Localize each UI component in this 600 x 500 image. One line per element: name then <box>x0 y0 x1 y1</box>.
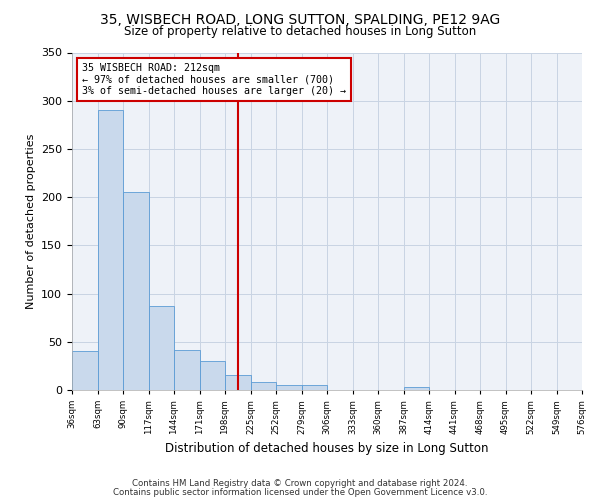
Bar <box>200 361 225 390</box>
Bar <box>97 110 123 390</box>
Bar <box>276 385 302 390</box>
Bar <box>123 192 149 390</box>
Bar <box>225 374 251 390</box>
Text: 35 WISBECH ROAD: 212sqm
← 97% of detached houses are smaller (700)
3% of semi-de: 35 WISBECH ROAD: 212sqm ← 97% of detache… <box>82 62 346 96</box>
Bar <box>404 387 429 390</box>
Text: 35, WISBECH ROAD, LONG SUTTON, SPALDING, PE12 9AG: 35, WISBECH ROAD, LONG SUTTON, SPALDING,… <box>100 12 500 26</box>
Bar <box>251 382 276 390</box>
Text: Contains HM Land Registry data © Crown copyright and database right 2024.: Contains HM Land Registry data © Crown c… <box>132 479 468 488</box>
X-axis label: Distribution of detached houses by size in Long Sutton: Distribution of detached houses by size … <box>165 442 489 455</box>
Bar <box>149 306 174 390</box>
Bar <box>174 350 199 390</box>
Y-axis label: Number of detached properties: Number of detached properties <box>26 134 35 309</box>
Bar <box>302 385 327 390</box>
Text: Size of property relative to detached houses in Long Sutton: Size of property relative to detached ho… <box>124 25 476 38</box>
Bar <box>72 352 97 390</box>
Text: Contains public sector information licensed under the Open Government Licence v3: Contains public sector information licen… <box>113 488 487 497</box>
